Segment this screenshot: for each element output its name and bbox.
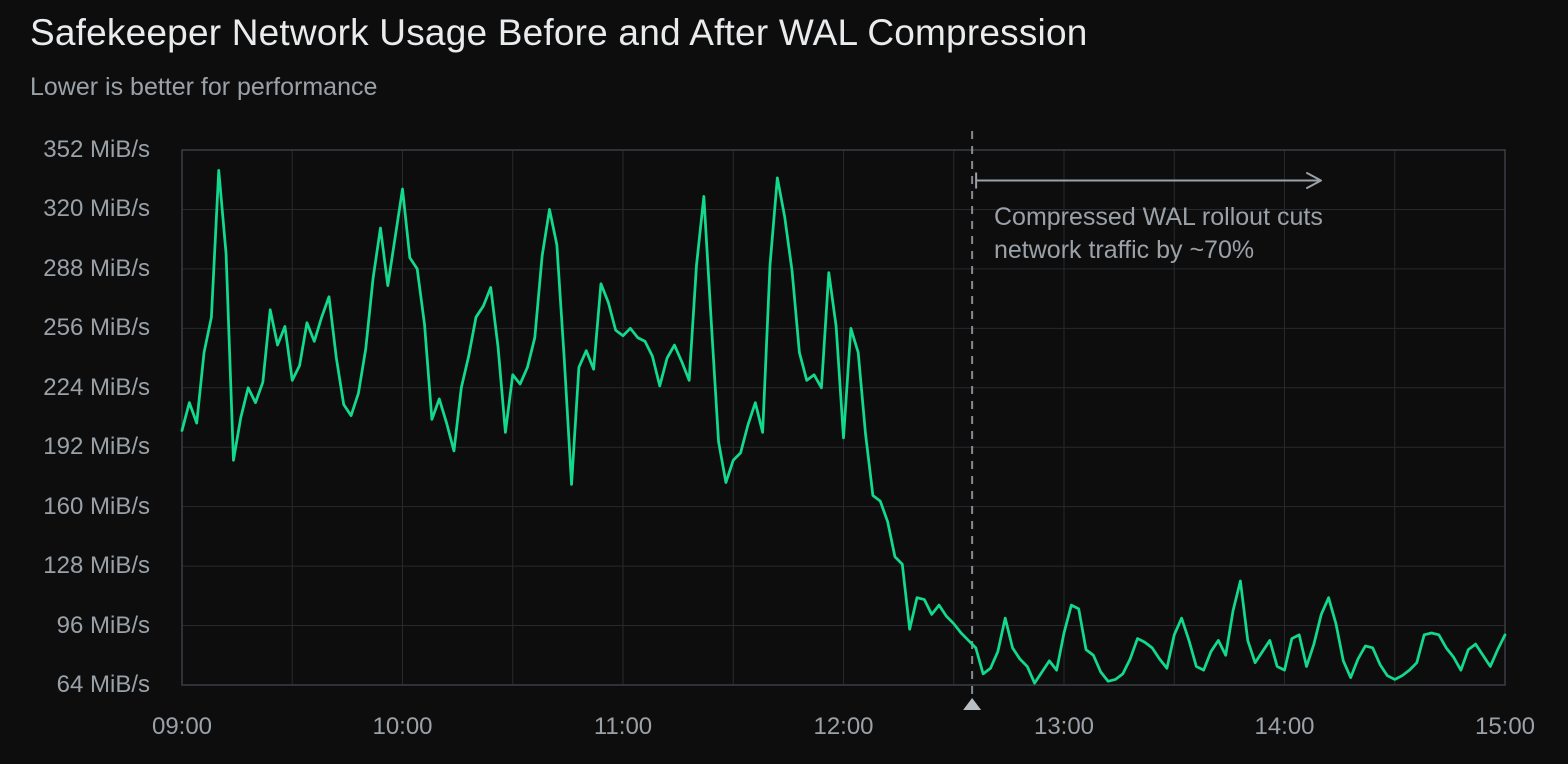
y-tick-label: 96 MiB/s: [56, 611, 150, 639]
rollout-annotation: Compressed WAL rollout cuts network traf…: [994, 201, 1323, 267]
x-tick-label: 14:00: [1254, 713, 1315, 740]
x-tick-label: 10:00: [372, 713, 433, 740]
y-tick-label: 160 MiB/s: [43, 492, 150, 520]
y-tick-label: 128 MiB/s: [43, 552, 150, 580]
rollout-triangle-marker-icon: [963, 698, 982, 710]
x-tick-label: 09:00: [151, 713, 213, 740]
y-tick-label: 320 MiB/s: [43, 195, 150, 223]
x-tick-label: 12:00: [813, 713, 874, 740]
arrow-head-icon: [1306, 172, 1322, 189]
y-tick-label: 352 MiB/s: [43, 136, 150, 163]
usage-series-line: [180, 169, 1507, 685]
x-tick-label: 11:00: [593, 713, 653, 740]
y-tick-label: 192 MiB/s: [43, 433, 150, 461]
y-tick-label: 288 MiB/s: [43, 254, 150, 282]
x-tick-label: 15:00: [1474, 713, 1536, 740]
y-tick-label: 64 MiB/s: [56, 671, 150, 698]
page-subtitle: Lower is better for performance: [30, 73, 378, 101]
rollout-annotation-line1: Compressed WAL rollout cuts: [994, 203, 1323, 231]
y-tick-label: 224 MiB/s: [43, 373, 150, 401]
y-tick-label: 256 MiB/s: [43, 314, 150, 342]
x-tick-label: 13:00: [1033, 713, 1095, 740]
plot-border: [181, 149, 1506, 686]
rollout-annotation-line2: network traffic by ~70%: [994, 236, 1255, 264]
page-title: Safekeeper Network Usage Before and Afte…: [30, 12, 1088, 53]
